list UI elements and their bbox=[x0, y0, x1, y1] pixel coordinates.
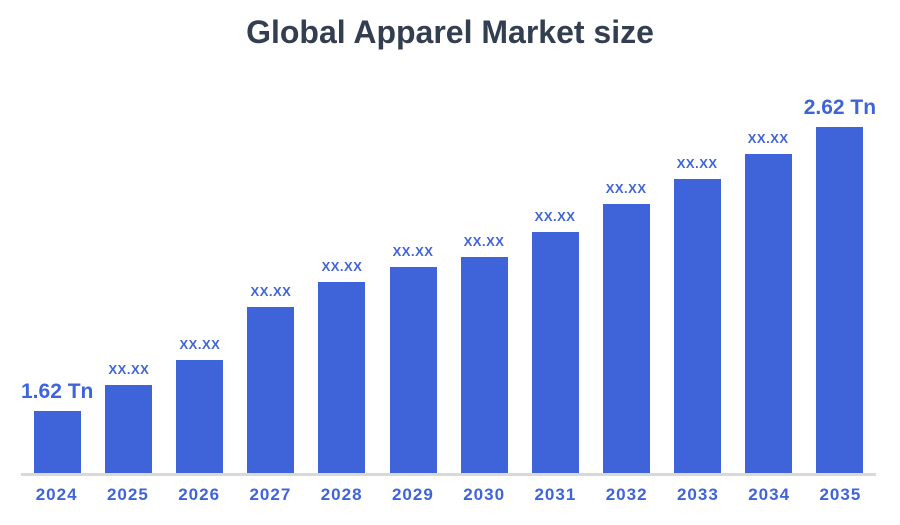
bar-column: 2.62 Tn bbox=[804, 0, 876, 473]
bar bbox=[389, 267, 437, 473]
bar-value-label: XX.XX bbox=[392, 244, 434, 259]
bar bbox=[531, 232, 579, 473]
bar-column: XX.XX bbox=[733, 0, 804, 473]
bar bbox=[247, 307, 295, 473]
bar-value-label: XX.XX bbox=[321, 259, 363, 274]
bar-value-label: XX.XX bbox=[605, 181, 647, 196]
bar-column: XX.XX bbox=[520, 0, 591, 473]
x-axis-label: 2030 bbox=[463, 485, 506, 504]
bar bbox=[33, 411, 81, 473]
bar bbox=[673, 179, 721, 473]
x-axis-label: 2034 bbox=[748, 485, 791, 504]
bar-value-label: XX.XX bbox=[250, 284, 292, 299]
bar bbox=[176, 360, 224, 473]
bar-column: XX.XX bbox=[449, 0, 520, 473]
bar-value-label: XX.XX bbox=[534, 209, 576, 224]
bar-value-label: 2.62 Tn bbox=[803, 96, 877, 119]
x-axis-label: 2025 bbox=[106, 485, 149, 504]
bar-column: XX.XX bbox=[93, 0, 164, 473]
x-axis-label: 2024 bbox=[35, 485, 78, 504]
bar bbox=[816, 127, 864, 473]
bar-column: XX.XX bbox=[306, 0, 377, 473]
bar-column: 1.62 Tn bbox=[21, 0, 93, 473]
x-axis-labels: 2024 2025 2026 2027 2028 2029 2030 2031 … bbox=[21, 485, 876, 505]
bars-row: 1.62 Tn XX.XX XX.XX XX.XX XX.XX XX.XX XX… bbox=[21, 0, 876, 473]
bar-column: XX.XX bbox=[662, 0, 733, 473]
bar-value-label: XX.XX bbox=[463, 234, 505, 249]
bar bbox=[744, 154, 792, 473]
bar-column: XX.XX bbox=[378, 0, 449, 473]
x-axis-label: 2026 bbox=[178, 485, 221, 504]
x-axis-label: 2028 bbox=[320, 485, 363, 504]
bar-column: XX.XX bbox=[591, 0, 662, 473]
x-axis-line bbox=[21, 473, 876, 476]
bar bbox=[318, 282, 366, 473]
x-axis-label: 2029 bbox=[391, 485, 434, 504]
x-axis-label: 2031 bbox=[534, 485, 577, 504]
x-axis-label: 2035 bbox=[819, 485, 862, 504]
bar-value-label: 1.62 Tn bbox=[21, 380, 94, 403]
chart-title: Global Apparel Market size bbox=[246, 14, 654, 50]
bar-column: XX.XX bbox=[235, 0, 306, 473]
bar-value-label: XX.XX bbox=[179, 337, 221, 352]
bar-value-label: XX.XX bbox=[676, 156, 718, 171]
bar-column: XX.XX bbox=[164, 0, 235, 473]
bar-value-label: XX.XX bbox=[108, 362, 150, 377]
bar-value-label: XX.XX bbox=[747, 131, 789, 146]
bar bbox=[460, 257, 508, 473]
bar bbox=[105, 385, 153, 473]
x-axis-label: 2033 bbox=[676, 485, 719, 504]
bar bbox=[602, 204, 650, 473]
x-axis-label: 2027 bbox=[249, 485, 292, 504]
x-axis-label: 2032 bbox=[605, 485, 648, 504]
